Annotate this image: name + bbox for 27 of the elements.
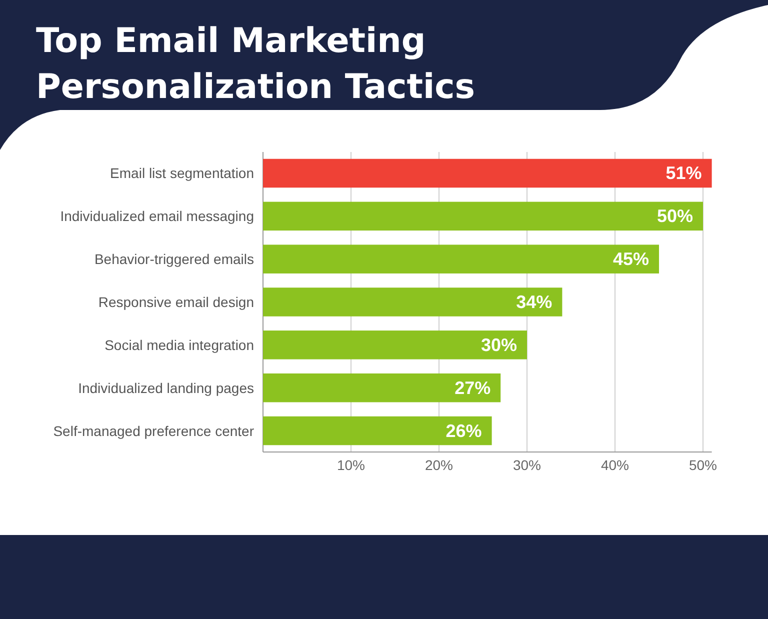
bar <box>263 288 562 316</box>
bar <box>263 373 501 402</box>
y-tick-label: Behavior-triggered emails <box>94 251 254 268</box>
x-tick-label: 30% <box>512 456 542 473</box>
y-tick-label: Email list segmentation <box>110 165 254 182</box>
data-label: 30% <box>480 334 517 355</box>
x-tick-label: 50% <box>688 456 718 473</box>
bar <box>263 202 703 231</box>
data-label: 27% <box>454 378 491 398</box>
data-label: 50% <box>656 206 693 226</box>
data-label: 34% <box>516 292 552 312</box>
data-label: 45% <box>612 249 649 270</box>
chart-title: Top Email Marketing Personalization Tactics <box>36 20 476 109</box>
bar <box>263 416 492 446</box>
y-tick-label: Social media integration <box>104 336 254 353</box>
bar <box>263 244 659 274</box>
y-tick-label: Self-managed preference center <box>53 422 254 439</box>
data-label: 51% <box>666 163 702 184</box>
x-tick-label: 40% <box>600 456 630 473</box>
bar <box>263 158 712 188</box>
y-tick-label: Responsive email design <box>98 294 254 310</box>
x-tick-label: 20% <box>424 456 454 473</box>
bar <box>263 330 527 360</box>
x-tick-label: 10% <box>336 456 366 473</box>
y-tick-label: Individualized email messaging <box>60 208 254 224</box>
y-tick-label: Individualized landing pages <box>78 380 254 396</box>
data-label: 26% <box>446 420 482 441</box>
